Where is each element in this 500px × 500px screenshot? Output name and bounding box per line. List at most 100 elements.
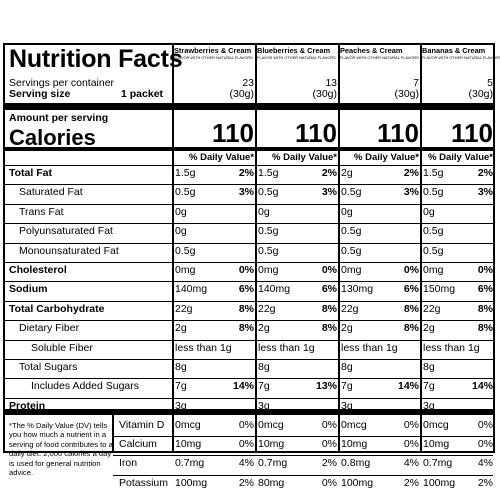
mineral-amount: 10mg [423, 438, 450, 450]
nutrient-amount: 0g [423, 206, 435, 218]
mineral-row-rule [113, 455, 493, 456]
nutrient-amount: 7g [423, 380, 435, 392]
mineral-amount: 0mcg [423, 419, 449, 431]
nutrient-amount: 2g [423, 322, 435, 334]
mineral-row-rule [113, 475, 493, 476]
calories-label: Calories [9, 125, 96, 150]
column-separator-4 [420, 45, 422, 453]
nutrient-amount: 1.5g [175, 167, 196, 179]
row-rule [5, 398, 493, 399]
nutrient-daily-value: 8% [477, 303, 493, 315]
mineral-amount: 0.7mg [258, 457, 288, 469]
nutrient-amount: less than 1g [258, 342, 315, 354]
nutrient-daily-value: 0% [321, 264, 337, 276]
product-flavor-note: FLAVOR WITH OTHER NATURAL FLAVORS [257, 55, 336, 60]
nutrient-label: Includes Added Sugars [31, 380, 139, 392]
nutrient-daily-value: 6% [238, 283, 254, 295]
mineral-daily-value: 0% [403, 438, 419, 450]
mineral-amount: 0.8mg [341, 457, 371, 469]
nutrient-amount: 150mg [423, 283, 456, 295]
thick-rule-minerals [5, 409, 493, 415]
mineral-amount: 0mcg [175, 419, 201, 431]
nutrient-amount: 0g [175, 225, 187, 237]
nutrient-amount: 22g [175, 303, 193, 315]
row-rule [5, 340, 493, 341]
nutrient-amount: 3g [423, 400, 435, 412]
row-rule [5, 184, 493, 185]
row-rule [5, 359, 493, 360]
row-rule [5, 204, 493, 205]
servings-count: 23 [242, 77, 254, 89]
nutrient-daily-value: 8% [477, 322, 493, 334]
mineral-daily-value: 2% [238, 477, 254, 489]
nutrient-amount: 22g [258, 303, 276, 315]
mineral-daily-value: 0% [477, 438, 493, 450]
nutrient-daily-value: 8% [238, 322, 254, 334]
nutrient-amount: 0mg [258, 264, 279, 276]
nutrient-daily-value: 13% [315, 380, 337, 392]
nutrient-amount: 0.5g [175, 245, 196, 257]
nutrient-daily-value: 2% [477, 167, 493, 179]
mineral-amount: 0.7mg [423, 457, 453, 469]
mineral-label: Calcium [119, 438, 157, 450]
nutrient-daily-value: 2% [238, 167, 254, 179]
nutrient-amount: 3g [175, 400, 187, 412]
mineral-label: Iron [119, 457, 138, 469]
calories-value: 110 [295, 118, 337, 148]
nutrient-daily-value: 8% [321, 303, 337, 315]
nutrient-amount: 22g [423, 303, 441, 315]
mineral-amount: 0mcg [258, 419, 284, 431]
product-name: Bananas & Cream [422, 46, 486, 55]
nutrient-amount: 0mg [341, 264, 362, 276]
nutrient-amount: 2g [341, 167, 353, 179]
mineral-label: Vitamin D [119, 419, 165, 431]
nutrient-amount: 8g [258, 361, 270, 373]
nutrient-daily-value: 2% [321, 167, 337, 179]
nutrient-amount: 0g [258, 206, 270, 218]
nutrient-daily-value: 3% [477, 186, 493, 198]
row-rule [5, 262, 493, 263]
product-flavor-note: FLAVOR WITH OTHER NATURAL FLAVORS [174, 55, 253, 60]
mineral-amount: 10mg [341, 438, 368, 450]
nutrient-amount: 8g [423, 361, 435, 373]
nutrient-amount: 140mg [175, 283, 208, 295]
row-rule [5, 281, 493, 282]
serving-weight: (30g) [229, 88, 254, 100]
nutrient-daily-value: 0% [238, 264, 254, 276]
row-rule [5, 301, 493, 302]
daily-value-header: % Daily Value* [189, 152, 254, 163]
mineral-daily-value: 2% [477, 477, 493, 489]
nutrient-amount: 8g [175, 361, 187, 373]
nutrient-amount: 0.5g [423, 245, 444, 257]
servings-count: 5 [487, 77, 493, 89]
mineral-daily-value: 0% [238, 438, 254, 450]
servings-per-container-label: Servings per container [9, 77, 115, 89]
serving-weight: (30g) [468, 88, 493, 100]
nutrient-daily-value: 3% [321, 186, 337, 198]
nutrient-amount: 0g [341, 206, 353, 218]
mineral-daily-value: 4% [403, 457, 419, 469]
mineral-daily-value: 0% [321, 477, 337, 489]
nutrient-amount: 8g [341, 361, 353, 373]
row-rule [5, 165, 493, 166]
column-separator-3 [338, 45, 340, 453]
nutrient-amount: less than 1g [175, 342, 232, 354]
mineral-daily-value: 0% [238, 419, 254, 431]
nutrient-label: Soluble Fiber [31, 342, 93, 354]
nutrient-amount: 140mg [258, 283, 291, 295]
nutrient-amount: 0.5g [175, 186, 196, 198]
thick-rule-servings [5, 103, 493, 110]
mineral-amount: 0.7mg [175, 457, 205, 469]
nutrient-amount: 3g [258, 400, 270, 412]
label-title: Nutrition Facts [9, 45, 183, 73]
product-flavor-note: FLAVOR WITH OTHER NATURAL FLAVORS [340, 55, 419, 60]
nutrient-amount: 1.5g [258, 167, 279, 179]
mineral-amount: 10mg [175, 438, 202, 450]
nutrient-daily-value: 0% [477, 264, 493, 276]
nutrient-amount: 0mg [423, 264, 444, 276]
nutrient-amount: 0.5g [423, 186, 444, 198]
nutrient-daily-value: 2% [403, 167, 419, 179]
mineral-amount: 0mcg [341, 419, 367, 431]
nutrient-amount: 3g [341, 400, 353, 412]
